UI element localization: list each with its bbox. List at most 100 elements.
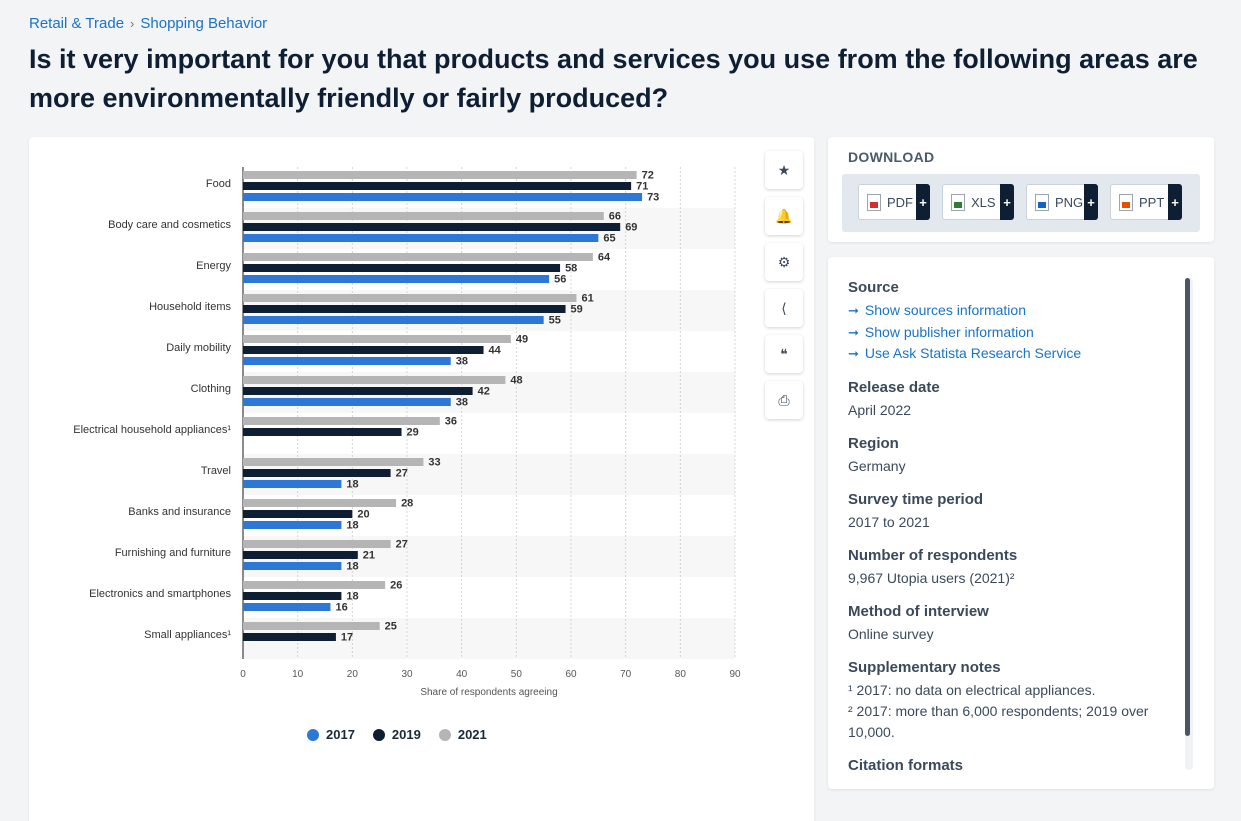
gear-button[interactable]: ⚙ [765,243,803,281]
bar-2019[interactable] [243,305,566,313]
x-tick-label: 60 [565,669,577,680]
quote-icon: ❝ [780,345,788,362]
bar-2019[interactable] [243,633,336,641]
bar-2021[interactable] [243,622,380,630]
info-fields: Release date April 2022 Region Germany Surve… [848,379,1168,645]
data-label: 18 [346,591,358,603]
bar-2017[interactable] [243,480,342,488]
bar-2021[interactable] [243,335,511,343]
data-label: 27 [396,539,408,551]
bar-2021[interactable] [243,294,577,302]
plus-icon[interactable]: + [1000,184,1014,220]
bar-2021[interactable] [243,581,386,589]
x-tick-label: 40 [456,669,468,680]
x-tick-label: 0 [240,669,246,680]
bar-2017[interactable] [243,562,342,570]
breadcrumb-separator: › [130,16,135,31]
bar-2021[interactable] [243,171,637,179]
info-field-value: 9,967 Utopia users (2021)² [848,569,1015,586]
info-field: Survey time period 2017 to 2021 [848,491,1168,533]
chart-card: Food 72 71 73 Body care and cosmetics 66 69 65 E… [29,137,814,821]
star-button[interactable]: ★ [765,151,803,189]
data-label: 59 [571,304,583,316]
bar-2017[interactable] [243,521,342,529]
bar-2019[interactable] [243,469,391,477]
legend-label: 2017 [326,727,355,742]
bar-2019[interactable] [243,510,353,518]
x-tick-label: 80 [675,669,687,680]
page-title: Is it very important for you that produc… [29,44,1198,113]
scrollbar-thumb[interactable] [1185,278,1190,736]
info-field-heading: Number of respondents [848,546,1018,564]
quote-button[interactable]: ❝ [765,335,803,373]
legend-item-2019[interactable]: 2019 [372,727,421,742]
category-label: Travel [201,465,231,477]
breadcrumb-category[interactable]: Retail & Trade [29,15,125,32]
bar-2021[interactable] [243,212,604,220]
bar-2019[interactable] [243,551,358,559]
citation-heading[interactable]: Citation formats [848,756,964,774]
bar-2019[interactable] [243,387,473,395]
download-ppt-button[interactable]: PPT + [1110,184,1182,220]
legend-swatch [438,728,451,741]
bar-2019[interactable] [243,592,342,600]
data-label: 48 [510,375,522,387]
plus-icon[interactable]: + [1168,184,1182,220]
print-button[interactable]: ⎙ [765,381,803,419]
bar-2017[interactable] [243,275,550,283]
bar-2021[interactable] [243,499,397,507]
bar-2017[interactable] [243,193,643,201]
bar-2021[interactable] [243,417,440,425]
download-xls-button[interactable]: XLS + [942,184,1014,220]
data-label: 44 [489,345,502,357]
data-label: 61 [581,293,593,305]
plus-icon[interactable]: + [916,184,930,220]
bar-2017[interactable] [243,357,451,365]
bar-2019[interactable] [243,182,632,190]
bell-button[interactable]: 🔔 [765,197,803,235]
bar-2021[interactable] [243,540,391,548]
bar-2017[interactable] [243,234,599,242]
bar-2017[interactable] [243,316,544,324]
info-field-heading: Release date [848,378,940,396]
info-field: Method of interview Online survey [848,603,1168,645]
breadcrumb-subcategory[interactable]: Shopping Behavior [140,15,268,32]
notes-list: ¹ 2017: no data on electrical appliances… [848,680,1168,743]
data-label: 58 [565,263,577,275]
bar-2019[interactable] [243,428,402,436]
download-label: PNG [1055,194,1084,210]
download-png-button[interactable]: PNG + [1026,184,1098,220]
download-title: DOWNLOAD [848,149,935,165]
data-label: 25 [385,621,397,633]
bar-2021[interactable] [243,458,424,466]
share-icon: ⟨ [781,299,787,316]
legend-item-2021[interactable]: 2021 [438,727,487,742]
source-link[interactable]: ➞ Use Ask Statista Research Service [848,343,1168,365]
bar-2017[interactable] [243,398,451,406]
legend-item-2017[interactable]: 2017 [307,727,355,742]
bell-icon: 🔔 [775,207,793,224]
bar-2019[interactable] [243,223,621,231]
note-text: ² 2017: more than 6,000 respondents; 201… [848,702,1149,740]
x-tick-label: 20 [347,669,359,680]
source-link[interactable]: ➞ Show sources information [848,300,1168,322]
share-button[interactable]: ⟨ [765,289,803,327]
data-label: 27 [396,468,408,480]
download-label: PDF [887,194,913,210]
info-field-heading: Region [848,434,899,452]
bar-2021[interactable] [243,376,506,384]
gear-icon: ⚙ [777,253,791,270]
scrollbar-track[interactable] [1185,278,1193,770]
data-label: 29 [407,427,419,439]
bar-2019[interactable] [243,346,484,354]
bar-2021[interactable] [243,253,593,261]
plus-icon[interactable]: + [1084,184,1098,220]
info-field-value: Germany [848,457,906,474]
info-field-heading: Method of interview [848,602,989,620]
source-link[interactable]: ➞ Show publisher information [848,322,1168,344]
download-pdf-button[interactable]: PDF + [858,184,930,220]
bar-2017[interactable] [243,603,331,611]
bar-2019[interactable] [243,264,561,272]
data-label: 49 [516,334,528,346]
